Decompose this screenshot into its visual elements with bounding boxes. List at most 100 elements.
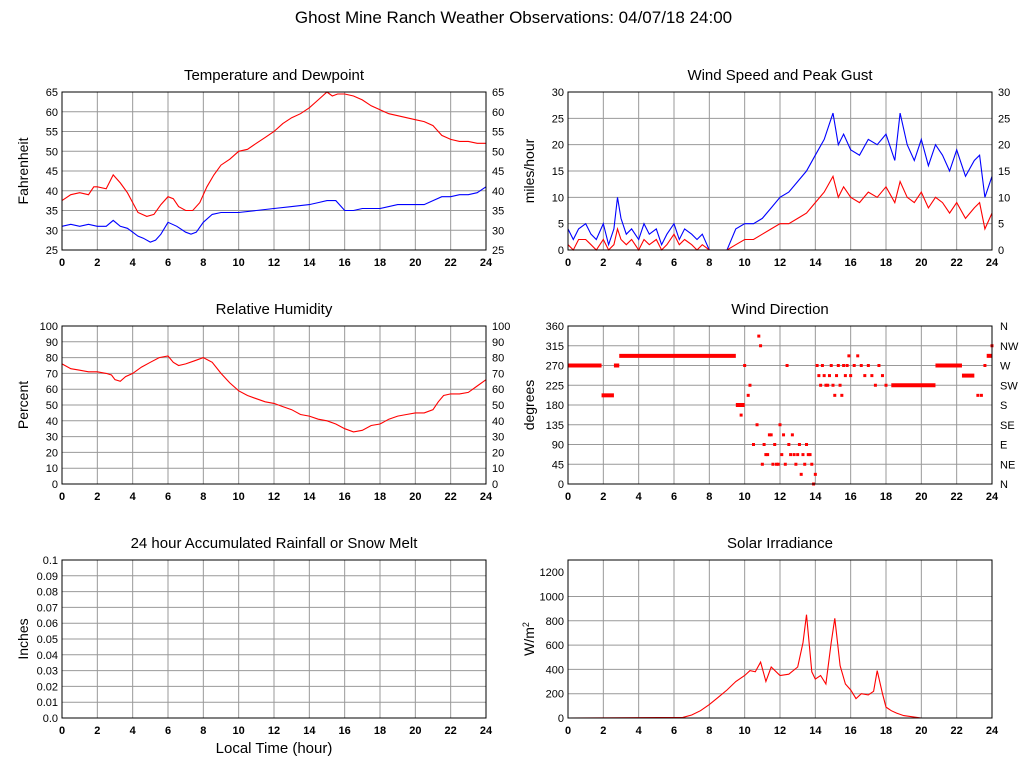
direction-point [769, 433, 773, 437]
chart-title: Wind Speed and Peak Gust [687, 67, 873, 84]
x-tick-label: 18 [880, 725, 892, 737]
y-tick-label-right: 30 [492, 225, 504, 237]
direction-point [870, 374, 874, 378]
x-tick-label: 14 [809, 491, 822, 503]
y-tick-label-right: 15 [998, 166, 1010, 178]
x-tick-label: 6 [165, 491, 171, 503]
y-tick-label: 360 [546, 321, 564, 333]
x-tick-label: 16 [339, 257, 351, 269]
x-tick-label: 8 [200, 257, 206, 269]
y-tick-label-right: 45 [492, 166, 504, 178]
x-tick-label: 2 [600, 491, 606, 503]
chart-title: 24 hour Accumulated Rainfall or Snow Mel… [131, 535, 419, 552]
y-tick-label-right: 30 [492, 432, 504, 444]
y-tick-label: 1000 [540, 591, 564, 603]
x-tick-label: 10 [233, 257, 245, 269]
x-tick-label: 16 [845, 257, 857, 269]
direction-point [859, 364, 863, 367]
direction-point [760, 462, 764, 466]
x-tick-label: 8 [200, 725, 206, 737]
x-tick-label: 22 [951, 491, 963, 503]
series-line [567, 614, 992, 719]
direction-point [805, 443, 808, 446]
x-tick-label: 6 [671, 257, 677, 269]
grid [62, 326, 486, 484]
y-tick-label: 1200 [540, 567, 564, 579]
x-tick-label: 18 [374, 491, 386, 503]
y-tick-label: 0.09 [37, 571, 58, 583]
x-tick-label: 0 [565, 725, 571, 737]
direction-point [790, 433, 794, 437]
y-tick-label: 225 [546, 380, 564, 392]
y-tick-label: 600 [546, 640, 564, 652]
x-tick-label: 6 [671, 725, 677, 737]
x-tick-label: 18 [374, 725, 386, 737]
y-tick-label: 40 [46, 186, 58, 198]
direction-point [979, 393, 983, 397]
y-axis-label: Inches [15, 618, 31, 659]
direction-point [813, 472, 817, 476]
y-tick-label-right: 60 [492, 384, 504, 396]
y-axis-label: Percent [15, 381, 31, 429]
direction-point [849, 374, 853, 378]
direction-point [774, 462, 778, 466]
y-tick-label: 25 [46, 245, 58, 257]
direction-point [783, 462, 787, 466]
y-tick-label: 80 [46, 353, 58, 365]
x-tick-label: 22 [445, 257, 457, 269]
series-line [61, 186, 487, 243]
y-tick-label: 35 [46, 206, 58, 218]
x-tick-label: 6 [671, 491, 677, 503]
compass-tick-label: N [1000, 479, 1008, 491]
y-tick-label-right: 65 [492, 87, 504, 99]
x-tick-label: 4 [636, 725, 643, 737]
direction-point [847, 354, 851, 358]
direction-point [815, 364, 819, 367]
y-tick-label: 400 [546, 664, 564, 676]
y-tick-label-right: 90 [492, 337, 504, 349]
x-tick-label: 14 [303, 725, 316, 737]
x-tick-label: 4 [636, 491, 643, 503]
series-line [61, 355, 487, 433]
y-tick-label: 90 [552, 440, 564, 452]
direction-point [824, 383, 828, 387]
plot-frame [61, 559, 487, 719]
direction-point [835, 374, 839, 378]
y-tick-label: 0.02 [37, 681, 58, 693]
y-tick-label-right: 50 [492, 400, 504, 412]
y-tick-label-right: 55 [492, 127, 504, 139]
direction-point [877, 364, 881, 367]
direction-point [743, 364, 747, 367]
x-tick-label: 2 [94, 491, 100, 503]
y-tick-label: 5 [558, 219, 564, 231]
y-tick-label: 60 [46, 107, 58, 119]
y-tick-label: 200 [546, 689, 564, 701]
direction-point [739, 413, 743, 417]
plot-frame [567, 91, 993, 251]
direction-point [752, 443, 755, 446]
y-tick-label: 20 [46, 447, 58, 459]
y-tick-label: 0.0 [43, 713, 58, 725]
direction-point [840, 393, 844, 397]
x-tick-label: 6 [165, 257, 171, 269]
y-tick-label: 40 [46, 416, 58, 428]
direction-point [803, 462, 807, 466]
y-tick-label: 0.06 [37, 618, 58, 630]
direction-point [976, 393, 980, 397]
grid [568, 92, 992, 250]
x-tick-label: 8 [706, 725, 712, 737]
page-title: Ghost Mine Ranch Weather Observations: 0… [294, 8, 733, 27]
x-tick-label: 20 [409, 491, 421, 503]
chart-title: Temperature and Dewpoint [184, 67, 365, 84]
x-tick-label: 2 [600, 725, 606, 737]
x-tick-label: 22 [445, 725, 457, 737]
y-tick-label: 50 [46, 400, 58, 412]
y-tick-label: 10 [46, 463, 58, 475]
y-tick-label: 135 [546, 420, 564, 432]
y-tick-label: 45 [552, 459, 564, 471]
direction-point [983, 364, 987, 367]
chart-title: Solar Irradiance [727, 535, 833, 552]
y-tick-label: 45 [46, 166, 58, 178]
x-tick-label: 6 [165, 725, 171, 737]
